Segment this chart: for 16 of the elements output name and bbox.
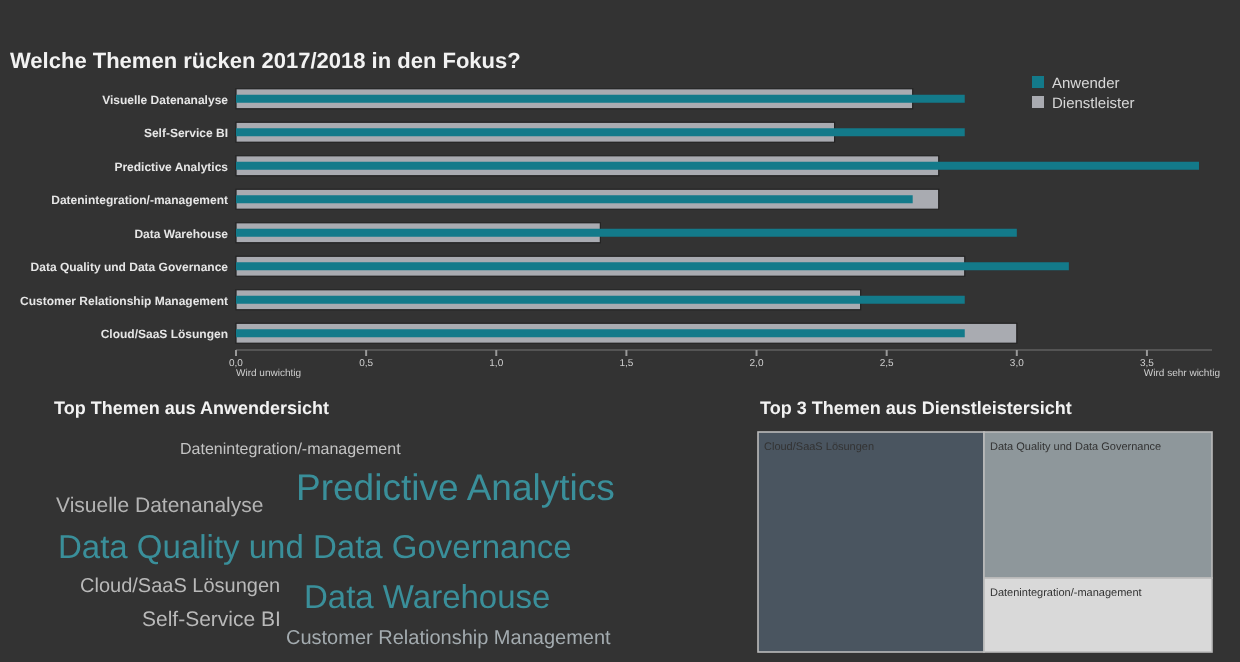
bar: [236, 94, 965, 103]
bar: [236, 262, 1069, 271]
category-label: Data Quality und Data Governance: [58, 530, 572, 566]
chart-title: Welche Themen rücken 2017/2018 in den Fokus?: [10, 50, 522, 74]
category-label: Data Warehouse: [304, 580, 551, 616]
bar: [236, 228, 1017, 237]
bar: [236, 295, 965, 304]
bar: [236, 329, 965, 338]
category-label: Datenintegration/-management: [180, 440, 403, 458]
category-label: Customer Relationship Management: [286, 628, 612, 650]
bar: [236, 195, 913, 204]
bar: [236, 161, 1199, 170]
text: Top 3 Themen aus Dienstleistersicht: [760, 398, 1072, 418]
category-label: Predictive Analytics: [296, 466, 615, 508]
text: Top Themen aus Anwendersicht: [54, 398, 330, 418]
bar: [236, 128, 965, 137]
